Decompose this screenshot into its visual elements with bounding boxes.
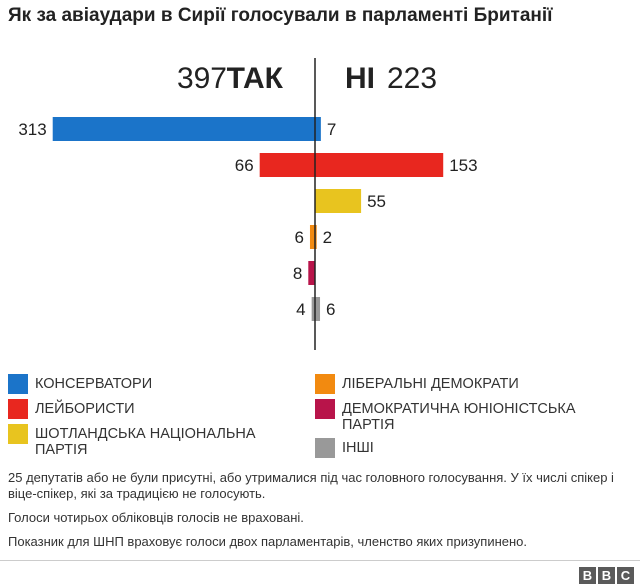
- data-label-yes: 4: [296, 300, 305, 319]
- legend: КОНСЕРВАТОРИ ЛЕЙБОРИСТИ ШОТЛАНДСЬКА НАЦІОН…: [8, 374, 632, 464]
- footer-divider: [0, 560, 640, 561]
- legend-swatch: [315, 399, 335, 419]
- legend-label: ДЕМОКРАТИЧНА ЮНІОНІСТСЬКА ПАРТІЯ: [342, 401, 576, 433]
- legend-label: ЛІБЕРАЛЬНІ ДЕМОКРАТИ: [342, 376, 519, 392]
- bbc-logo-letter: B: [579, 567, 596, 584]
- yes-total-label: ТАК: [227, 62, 284, 95]
- no-total-value: 223: [387, 62, 437, 95]
- legend-swatch: [8, 399, 28, 419]
- footnote-tellers: Голоси чотирьох обліковців голосів не вр…: [8, 510, 304, 525]
- footnote-absent: 25 депутатів або не були присутні, або у…: [8, 470, 614, 501]
- legend-swatch: [8, 424, 28, 444]
- legend-label: ІНШІ: [342, 440, 374, 456]
- bar-yes: [311, 297, 315, 321]
- legend-swatch: [315, 374, 335, 394]
- legend-label: ЛЕЙБОРИСТИ: [35, 401, 135, 417]
- legend-label: КОНСЕРВАТОРИ: [35, 376, 153, 392]
- no-total-label: НІ: [345, 62, 375, 95]
- bbc-logo-letter: C: [617, 567, 634, 584]
- bar-yes: [259, 153, 315, 177]
- data-label-no: 7: [327, 120, 336, 139]
- legend-item: ДЕМОКРАТИЧНА ЮНІОНІСТСЬКА ПАРТІЯ: [315, 399, 615, 433]
- footnote-snp: Показник для ШНП враховує голоси двох па…: [8, 534, 528, 549]
- bar-yes: [309, 225, 315, 249]
- data-label-no: 153: [449, 156, 477, 175]
- legend-label: ШОТЛАНДСЬКА НАЦІОНАЛЬНА ПАРТІЯ: [35, 426, 256, 458]
- legend-item: КОНСЕРВАТОРИ: [8, 374, 308, 394]
- bar-no: [315, 153, 444, 177]
- legend-item: ЛІБЕРАЛЬНІ ДЕМОКРАТИ: [315, 374, 615, 394]
- bbc-logo: B B C: [579, 567, 634, 584]
- data-label-yes: 6: [295, 228, 304, 247]
- bar-no: [315, 225, 317, 249]
- bar-no: [315, 189, 362, 213]
- bar-yes: [52, 117, 316, 141]
- page-title: Як за авіаудари в Сирії голосували в пар…: [8, 5, 553, 26]
- data-label-yes: 66: [235, 156, 254, 175]
- yes-total-value: 397: [177, 62, 227, 95]
- legend-item: ЛЕЙБОРИСТИ: [8, 399, 308, 419]
- legend-swatch: [315, 438, 335, 458]
- legend-item: ШОТЛАНДСЬКА НАЦІОНАЛЬНА ПАРТІЯ: [8, 424, 308, 458]
- footnotes: 25 депутатів або не були присутні, або у…: [8, 470, 632, 558]
- data-label-no: 2: [323, 228, 332, 247]
- data-label-yes: 8: [293, 264, 302, 283]
- legend-item: ІНШІ: [315, 438, 615, 458]
- legend-swatch: [8, 374, 28, 394]
- bar-no: [315, 297, 321, 321]
- bar-yes: [308, 261, 315, 285]
- data-label-no: 55: [367, 192, 386, 211]
- data-label-no: 6: [326, 300, 335, 319]
- bar-no: [315, 117, 321, 141]
- bbc-logo-letter: B: [598, 567, 615, 584]
- data-label-yes: 313: [18, 120, 46, 139]
